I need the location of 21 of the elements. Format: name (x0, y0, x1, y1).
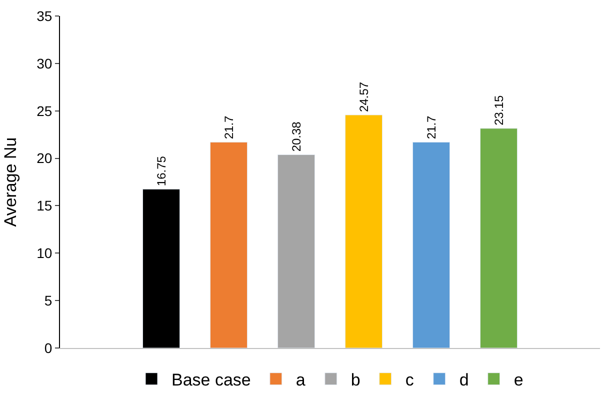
data-label: 24.57 (356, 82, 371, 112)
data-label: 16.75 (154, 156, 168, 186)
legend-label: b (350, 370, 360, 390)
y-tick-label: 30 (36, 55, 52, 72)
legend-label: a (296, 370, 306, 390)
y-tick-label: 20 (36, 150, 52, 166)
legend-label: Base case (172, 370, 251, 390)
y-tick-label: 5 (44, 292, 52, 308)
legend-label: e (514, 370, 524, 390)
y-tick-label: 0 (44, 340, 52, 356)
data-label: 23.15 (492, 95, 506, 126)
y-tick-label: 15 (36, 198, 52, 214)
y-tick-label: 35 (36, 8, 52, 24)
y-tick-label: 25 (36, 102, 52, 119)
data-label: 21.7 (222, 115, 236, 140)
legend-label: d (459, 370, 469, 390)
legend-label: c (405, 370, 414, 390)
data-label: 20.38 (289, 121, 304, 152)
y-tick-label: 10 (36, 245, 52, 262)
data-label: 21.7 (424, 115, 438, 140)
y-axis-title: Average Nu (1, 137, 20, 227)
